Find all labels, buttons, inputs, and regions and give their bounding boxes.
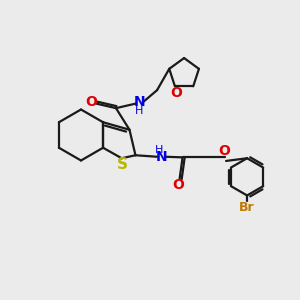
Text: O: O (219, 144, 230, 158)
Text: S: S (117, 157, 128, 172)
Text: O: O (172, 178, 184, 192)
Text: O: O (85, 95, 97, 109)
Text: H: H (135, 106, 144, 116)
Text: H: H (155, 145, 164, 155)
Text: Br: Br (239, 201, 255, 214)
Text: O: O (170, 86, 182, 100)
Text: N: N (134, 95, 145, 109)
Text: N: N (156, 150, 167, 164)
